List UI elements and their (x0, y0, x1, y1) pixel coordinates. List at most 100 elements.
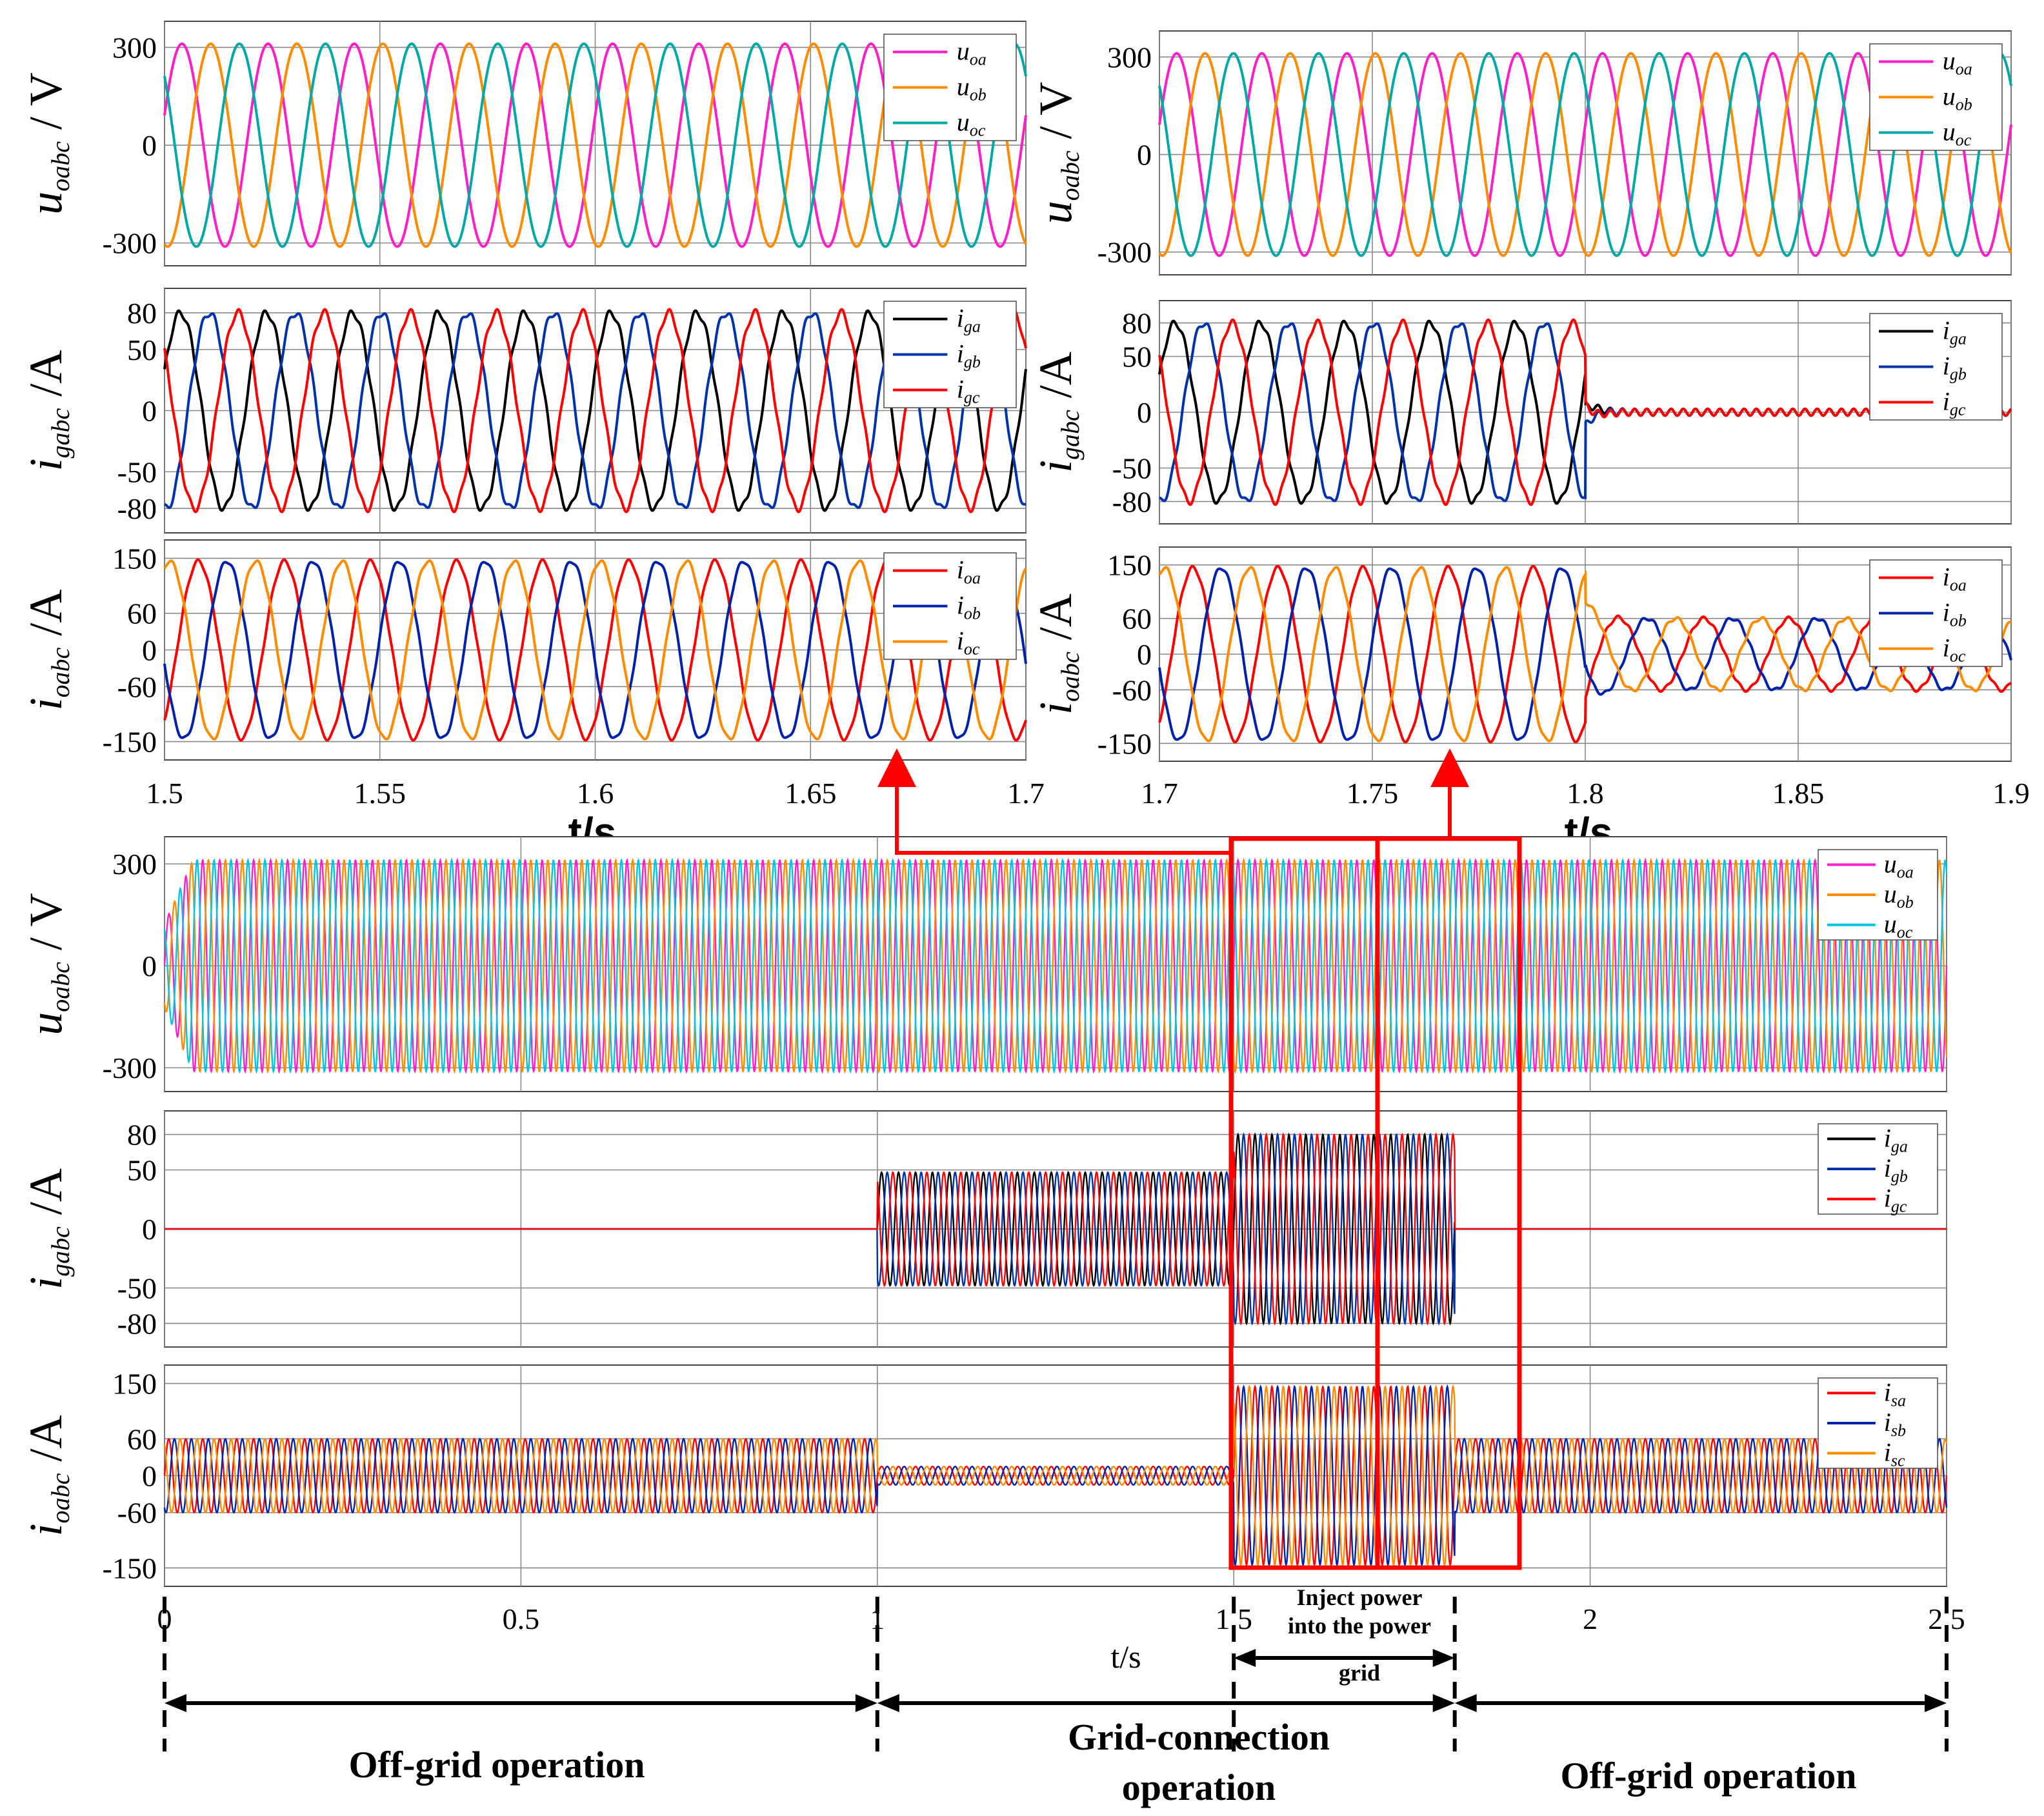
zoomB-ylabel-ig: igabc /A (1030, 352, 1085, 473)
main-p1-legend-label: iga (1884, 1123, 1908, 1155)
zoomB-p1-ytick-label: -50 (1112, 452, 1152, 485)
zoomA-p0-series-u_oc (163, 42, 1027, 248)
zoomA-p2-ytick-label: -150 (103, 726, 157, 759)
zoomA-p1-ytick-label: 80 (127, 297, 157, 330)
zoomA-p1-ytick-label: 50 (127, 334, 157, 366)
main-p2-ytick-label: 0 (142, 1460, 157, 1493)
zoomB-p0-legend-label: uoa (1943, 46, 1972, 79)
main-p2-series-i_sa (163, 1384, 1948, 1568)
main-p0-legend-label: uoc (1884, 910, 1913, 942)
main-p0-ytick-label: 300 (112, 848, 157, 881)
zoomB-p0-series-u_oc (1158, 52, 2012, 257)
phase-arrow-grid-head-right (1432, 1694, 1455, 1712)
main-p1-ytick-label: 80 (127, 1119, 157, 1152)
zoomB-ylabel-u: uoabc / V (1030, 82, 1085, 224)
zoomA-p0-legend-label: uob (957, 72, 987, 105)
zoomA-p0-legend-label: uoa (957, 37, 987, 69)
zoomB-xtick-label: 1.85 (1772, 777, 1825, 810)
zoomB-p2-legend-label: iob (1943, 598, 1967, 630)
main-p2-legend-label: isc (1884, 1438, 1905, 1470)
main-p1-ytick-label: -80 (117, 1307, 157, 1340)
main-xtick-label: 0.5 (503, 1602, 540, 1635)
zoomA-p2-ytick-label: 60 (127, 597, 157, 630)
zoomA-panel-1: 80 50 0 -50 -80 iga igb igc (117, 288, 1027, 534)
zoomA-p1-series-i_ga (163, 309, 1027, 512)
zoomA-p1-series-i_gc (163, 308, 1027, 514)
zoomB-p1-ytick-label: 0 (1137, 396, 1152, 429)
overlay-layer: Inject power into the power grid Off-grid o… (163, 748, 1949, 1808)
main-p1-legend-label: igc (1884, 1184, 1907, 1216)
zoomB-p2-series-i_oa (1158, 564, 2012, 744)
zoomA-p1-ytick-label: 0 (142, 395, 157, 428)
phase-label-off-grid-1: Off-grid operation (348, 1744, 645, 1786)
zoomB-p1-ytick-label: -80 (1112, 485, 1152, 518)
zoomA-xtick-label: 1.55 (354, 777, 406, 810)
zoomB-p2-legend-label: ioc (1943, 634, 1966, 666)
inject-label-line1: Inject power (1297, 1584, 1423, 1610)
zoomA-p1-legend-label: iga (957, 304, 981, 336)
zoomA-p0-ytick-label: 300 (112, 31, 157, 64)
zoomA-p0-series-u_ob (163, 42, 1027, 248)
main-p0-ytick-label: 0 (142, 950, 157, 983)
zoomB-p2-series-i_oc (1158, 566, 2012, 743)
zoomA-ylabel-u: uoabc / V (20, 72, 75, 214)
main-p2-series-i_sc (163, 1384, 1948, 1567)
phase-arrow-off-grid-1-head-right (855, 1694, 877, 1712)
main-ylabel-u: uoabc / V (20, 893, 75, 1035)
main-ylabel-ig: igabc /A (20, 1168, 75, 1290)
zoomB-p2-ytick-label: 0 (1137, 638, 1152, 671)
main-p2-series-i_sb (163, 1384, 1948, 1568)
main-p0-ytick-label: -300 (103, 1052, 157, 1084)
main-p1-series-i_gc (165, 1132, 1947, 1326)
zoomA-p1-series-i_gb (164, 312, 1026, 510)
zoomA-ylabel-ig: igabc /A (20, 350, 75, 472)
zoomA-ylabel-io: ioabc /A (20, 590, 75, 711)
zoomB-p1-legend-label: igb (1943, 352, 1967, 384)
zoomB-panel-2: 150 600-60 -150 ioa iob ioc (1097, 546, 2012, 762)
zoomB-p0-series-u_ob (1158, 52, 2012, 257)
main-p2-ytick-label: -60 (117, 1497, 157, 1530)
zoomA-p0-ytick-label: -300 (103, 227, 157, 260)
main-p0-series-u_oa (163, 857, 1948, 1074)
inject-label-line2: into the power (1288, 1613, 1431, 1639)
zoomA-p2-legend-label: ioa (957, 555, 981, 588)
zoomB-panel-0: 300 0 -300 uoa uob uoc (1097, 30, 2012, 275)
phase-arrow-off-grid-1-head-left (165, 1694, 186, 1712)
zoomB-p1-ytick-label: 50 (1122, 341, 1152, 374)
zoomA-p0-legend-label: uoc (957, 108, 986, 140)
highlight-arrow-left (877, 748, 1231, 855)
main-p0-legend-label: uoa (1884, 849, 1914, 881)
main-p0-series-u_oc (163, 857, 1948, 1074)
zoomA-p1-ytick-label: -50 (117, 455, 157, 488)
zoomB-p2-series-i_ob (1158, 567, 2012, 741)
zoomB-p1-ytick-label: 80 (1122, 307, 1152, 340)
zoomA-xtick-label: 1.7 (1007, 777, 1045, 810)
main-xtick-label: 0 (157, 1602, 172, 1635)
main-xtick-label: 1 (870, 1602, 885, 1635)
phase-arrow-grid-head-left (877, 1694, 899, 1712)
zoomA-p0-series-u_oa (163, 42, 1027, 248)
main-p1-ytick-label: 50 (127, 1154, 157, 1187)
zoomB-xtick-label: 1.75 (1347, 777, 1399, 810)
main-p0-legend-label: uob (1884, 879, 1914, 912)
phase-label-off-grid-2: Off-grid operation (1560, 1755, 1856, 1797)
main-p2-legend-label: isa (1884, 1377, 1906, 1410)
main-p2-legend-label: isb (1884, 1408, 1906, 1440)
phase-arrow-off-grid-2-head-left (1454, 1694, 1477, 1712)
main-xlabel: t/s (1110, 1639, 1141, 1675)
zoomB-p2-ytick-label: -150 (1097, 727, 1152, 760)
zoomB-p0-ytick-label: -300 (1097, 236, 1152, 269)
zoomA-p0-ytick-label: 0 (142, 129, 157, 162)
zoomA-p2-series-i_oa (163, 558, 1027, 742)
main-p1-legend-label: igb (1884, 1153, 1908, 1186)
zoomA-p2-ytick-label: 150 (112, 542, 157, 575)
main-p2-ytick-label: 150 (112, 1368, 157, 1401)
zoomB-p1-legend-label: igc (1943, 387, 1966, 419)
zoomB-p0-legend-label: uob (1943, 82, 1972, 114)
main-xtick-label: 2 (1583, 1602, 1598, 1635)
zoomB-p2-legend-label: ioa (1943, 563, 1967, 595)
